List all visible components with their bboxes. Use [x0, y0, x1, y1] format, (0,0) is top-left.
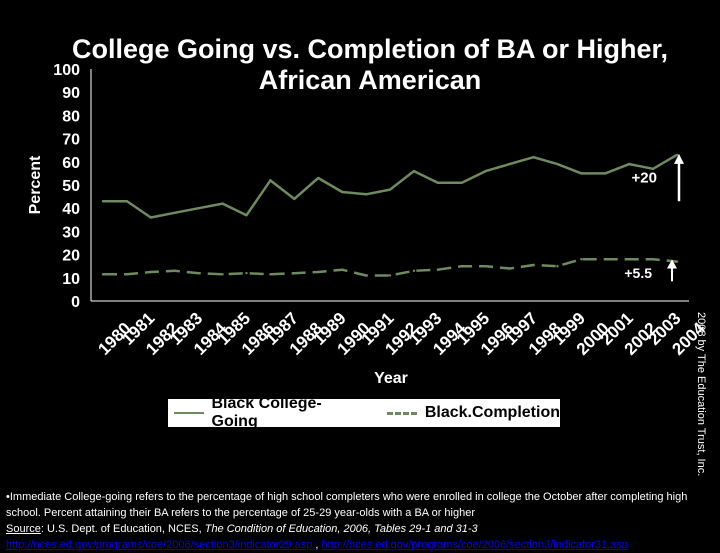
data-point-0-1996 [484, 169, 487, 173]
data-point-0-2003 [651, 167, 655, 170]
series-line-college-going [103, 153, 678, 219]
annotation-label-college-going: +20 [632, 170, 657, 187]
data-point-0-1991 [364, 193, 368, 196]
data-point-1-1993 [412, 269, 416, 273]
data-point-1-1987 [269, 273, 272, 276]
legend-swatch-completion [387, 411, 417, 415]
data-point-0-1994 [436, 181, 440, 184]
annotation-arrowhead-completion [667, 259, 677, 269]
footnote-source-label: Source [6, 523, 41, 535]
data-point-0-1984 [197, 207, 200, 210]
chart-title: College Going vs. Completion of BA or Hi… [40, 34, 700, 96]
data-point-1-1996 [484, 265, 487, 268]
data-point-1-2002 [628, 258, 631, 261]
data-point-1-1984 [197, 271, 200, 275]
data-point-0-1997 [508, 162, 511, 166]
side-credit: 2008 by The Education Trust, Inc. [695, 312, 707, 477]
data-point-1-1995 [460, 265, 463, 268]
data-point-1-1986 [245, 271, 248, 275]
data-point-1-1997 [508, 267, 511, 270]
chart-title-line2: African American [258, 65, 482, 95]
annotation-label-completion: +5.5 [624, 265, 652, 281]
data-point-1-1994 [436, 268, 440, 271]
y-axis-label: Percent [27, 155, 44, 214]
footnote-link-indicator31[interactable]: http://nces.ed.gov/programs/coe/2006/sec… [321, 539, 628, 551]
data-point-0-1990 [340, 190, 344, 194]
data-point-0-1999 [556, 162, 559, 166]
y-tick-label-40: 40 [62, 201, 80, 218]
data-point-1-1982 [149, 270, 152, 274]
y-tick-label-50: 50 [62, 178, 80, 195]
data-point-0-1987 [269, 179, 272, 182]
y-tick-label-90: 90 [62, 85, 80, 102]
footnote-definition: •Immediate College-going refers to the p… [6, 491, 688, 519]
line-chart: 0102030405060708090100Percent19801981198… [27, 62, 709, 387]
footnote: •Immediate College-going refers to the p… [6, 489, 696, 553]
annotation-arrowhead-college-going [674, 153, 684, 164]
data-point-0-1981 [125, 200, 129, 203]
data-point-0-1998 [532, 155, 535, 159]
data-point-0-2001 [604, 172, 607, 175]
y-tick-label-10: 10 [62, 271, 80, 288]
data-point-1-1990 [340, 268, 344, 271]
legend-swatch-college-going [174, 412, 204, 414]
data-point-1-2001 [604, 258, 607, 261]
footnote-source-title: The Condition of Education, 2006, Tables… [204, 523, 478, 535]
data-point-0-1986 [245, 213, 248, 217]
data-point-1-1981 [125, 273, 129, 276]
data-point-1-1998 [532, 263, 535, 267]
data-point-1-1983 [173, 269, 176, 273]
legend-label-completion: Black.Completion [424, 404, 560, 421]
data-point-1-1991 [364, 274, 368, 277]
footnote-link-indicator29[interactable]: http://nces.ed.gov/programs/coe/2006/sec… [6, 539, 313, 551]
data-point-1-2004 [675, 260, 679, 263]
data-point-1-2000 [580, 258, 583, 261]
data-point-0-1988 [293, 197, 296, 201]
data-point-1-1999 [556, 265, 559, 268]
y-tick-label-80: 80 [62, 108, 80, 125]
data-point-0-1983 [173, 211, 176, 215]
footnote-source-text: : U.S. Dept. of Education, NCES, [40, 523, 205, 535]
series-line-completion [103, 257, 678, 277]
data-point-0-1992 [388, 188, 392, 191]
y-tick-label-0: 0 [71, 294, 80, 311]
y-tick-label-20: 20 [62, 248, 80, 265]
data-point-1-1985 [221, 273, 224, 276]
y-tick-label-30: 30 [62, 224, 80, 241]
y-tick-label-70: 70 [62, 132, 80, 149]
data-point-1-2003 [651, 258, 655, 261]
data-point-0-1993 [412, 169, 416, 173]
data-point-0-2000 [580, 172, 583, 175]
data-point-0-2004 [675, 153, 679, 157]
data-point-1-1989 [317, 270, 320, 274]
data-point-0-1995 [460, 181, 463, 184]
data-point-0-1985 [221, 202, 224, 205]
data-point-1-1988 [293, 271, 296, 275]
legend-label-college-going: Black College-Going [211, 395, 322, 430]
x-axis-label: Year [374, 370, 408, 387]
legend: Black College-Going Black.Completion [167, 395, 561, 430]
chart-title-line1: College Going vs. Completion of BA or Hi… [71, 34, 669, 64]
y-tick-label-100: 100 [53, 62, 80, 79]
data-point-1-1980 [101, 273, 105, 276]
data-point-0-1980 [101, 200, 105, 203]
data-point-0-1989 [317, 176, 320, 180]
data-point-0-2002 [628, 162, 631, 166]
y-tick-label-60: 60 [62, 155, 80, 172]
footnote-link-separator: , [312, 539, 322, 551]
data-point-0-1982 [149, 216, 152, 219]
data-point-1-1992 [388, 274, 392, 277]
